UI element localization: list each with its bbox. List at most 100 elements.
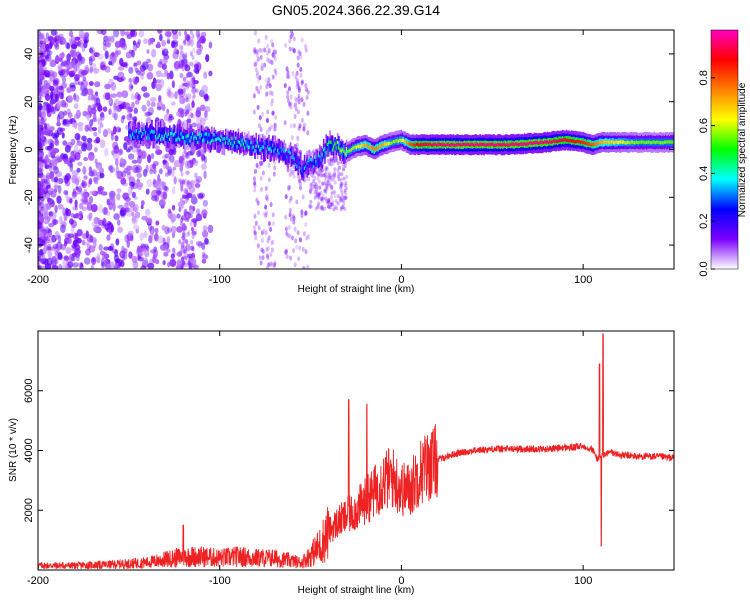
spectrogram-ridge-cell: [336, 143, 339, 152]
spectrogram-ridge-cell: [320, 146, 322, 160]
spectrogram-ridge-cell: [523, 142, 526, 146]
spectrogram-cell: [52, 79, 59, 87]
spectrogram-cell: [56, 121, 61, 127]
spectrogram-cell: [289, 33, 293, 39]
spectrogram-cell: [78, 262, 82, 267]
spectrogram-cell: [64, 175, 69, 184]
spectrogram-cell: [140, 204, 144, 210]
spectrogram-ridge-cell: [143, 129, 146, 138]
spectrogram-cell: [112, 125, 117, 135]
spectrogram-cell: [157, 61, 163, 68]
spectrogram-cell: [331, 177, 335, 182]
spectrogram-ridge-cell: [565, 138, 568, 142]
spectrogram-cell: [256, 200, 260, 206]
spectrogram-cell: [272, 171, 276, 177]
spectrogram-cell: [299, 66, 303, 72]
spectrogram-cell: [131, 215, 137, 223]
spectrogram-ridge-cell: [603, 140, 606, 144]
spectrogram-ridge-cell: [602, 140, 605, 144]
spectrogram-cell: [186, 71, 193, 78]
spectrogram-cell: [147, 106, 155, 116]
spectrogram-cell: [260, 186, 264, 192]
spectrogram-cell: [309, 186, 313, 191]
spectrogram-cell: [205, 95, 210, 102]
spectrogram-cell: [254, 235, 258, 241]
spectrogram-cell: [265, 193, 269, 199]
spectrogram-cell: [187, 214, 191, 220]
spectrogram-ridge-cell: [442, 143, 445, 147]
spectrogram-ridge-cell: [186, 135, 189, 144]
spectrogram-ridge-cell: [329, 140, 331, 144]
spectrogram-cell: [199, 117, 206, 126]
spectrogram-cell: [170, 213, 177, 223]
spectrogram-cell: [336, 167, 340, 172]
spectrogram-cell: [160, 73, 168, 78]
spectrogram-ridge-cell: [149, 132, 152, 141]
spectrogram-ridge-cell: [221, 134, 223, 139]
spectrogram-ridge-cell: [128, 127, 130, 131]
spectrogram-ridge-cell: [205, 132, 208, 136]
spectrogram-cell: [179, 72, 184, 79]
spectrogram-cell: [313, 175, 317, 180]
spectrogram-cell: [94, 91, 99, 96]
spectrogram-cell: [44, 127, 51, 137]
spectrogram-ridge-cell: [517, 143, 520, 147]
spectrogram-ridge-cell: [612, 140, 615, 145]
spectrogram-cell: [323, 188, 327, 193]
spectrogram-cell: [341, 194, 345, 199]
spectrogram-ridge-cell: [527, 142, 530, 146]
spectrogram-ridge-cell: [587, 142, 590, 146]
spectrogram-ridge-cell: [657, 140, 660, 144]
spectrogram-ridge-cell: [142, 132, 144, 136]
spectrogram-ridge-cell: [638, 140, 640, 145]
spectrogram-cell: [38, 221, 43, 230]
spectrogram-ridge-cell: [308, 160, 311, 168]
spectrogram-ridge-cell: [556, 139, 559, 144]
spectrogram-cell: [293, 143, 297, 149]
spectrogram-cell: [189, 78, 193, 84]
spectrogram-cell: [163, 113, 171, 122]
spectrogram-cell: [264, 34, 268, 40]
spectrogram-cell: [185, 152, 190, 159]
spectrogram-cell: [319, 172, 323, 177]
spectrogram-ridge-cell: [540, 140, 542, 144]
spectrogram-cell: [259, 85, 263, 91]
spectrogram-cell: [320, 196, 324, 201]
spectrogram-cell: [141, 86, 148, 92]
spectrogram-cell: [201, 85, 209, 94]
spectrogram-cell: [274, 115, 278, 121]
spectrogram-cell: [88, 212, 93, 219]
spectrogram-cell: [164, 69, 169, 75]
spectrogram-cell: [300, 117, 304, 123]
spectrogram-cell: [307, 176, 311, 182]
spectrogram-cell: [192, 47, 196, 53]
spectrogram-ridge-cell: [224, 137, 227, 145]
spectrogram-cell: [317, 172, 321, 177]
spectrogram-cell: [98, 204, 103, 213]
spectrogram-ridge-cell: [387, 142, 390, 146]
spectrogram-ridge-cell: [152, 130, 155, 134]
spectrogram-ridge-cell: [396, 139, 399, 143]
spectrogram-cell: [73, 92, 77, 101]
spectrogram-cell: [47, 35, 54, 42]
spectrogram-ridge-cell: [261, 144, 264, 149]
spectrogram-cell: [186, 260, 190, 266]
spectrogram-cell: [138, 251, 144, 257]
spectrogram-ridge-cell: [217, 137, 219, 146]
spectrogram-cell: [161, 181, 167, 187]
spectrogram-cell: [328, 174, 332, 179]
spectrogram-ridge-cell: [280, 149, 283, 153]
spectrogram-cell: [143, 92, 150, 98]
spectrogram-ridge-cell: [259, 148, 261, 152]
spectrogram-cell: [117, 149, 124, 156]
spectrogram-cell: [328, 178, 332, 183]
spectrogram-cell: [187, 230, 191, 236]
spectrogram-ridge-cell: [335, 139, 338, 147]
spectrogram-cell: [40, 240, 46, 246]
spectrogram-cell: [51, 154, 56, 159]
spectrogram-cell: [329, 195, 333, 200]
colorbar-tick-label: 0.0: [698, 261, 710, 276]
spectrogram-ridge-cell: [297, 165, 300, 169]
spectrogram-ridge-cell: [570, 139, 573, 143]
spectrogram-ridge-cell: [425, 142, 428, 146]
